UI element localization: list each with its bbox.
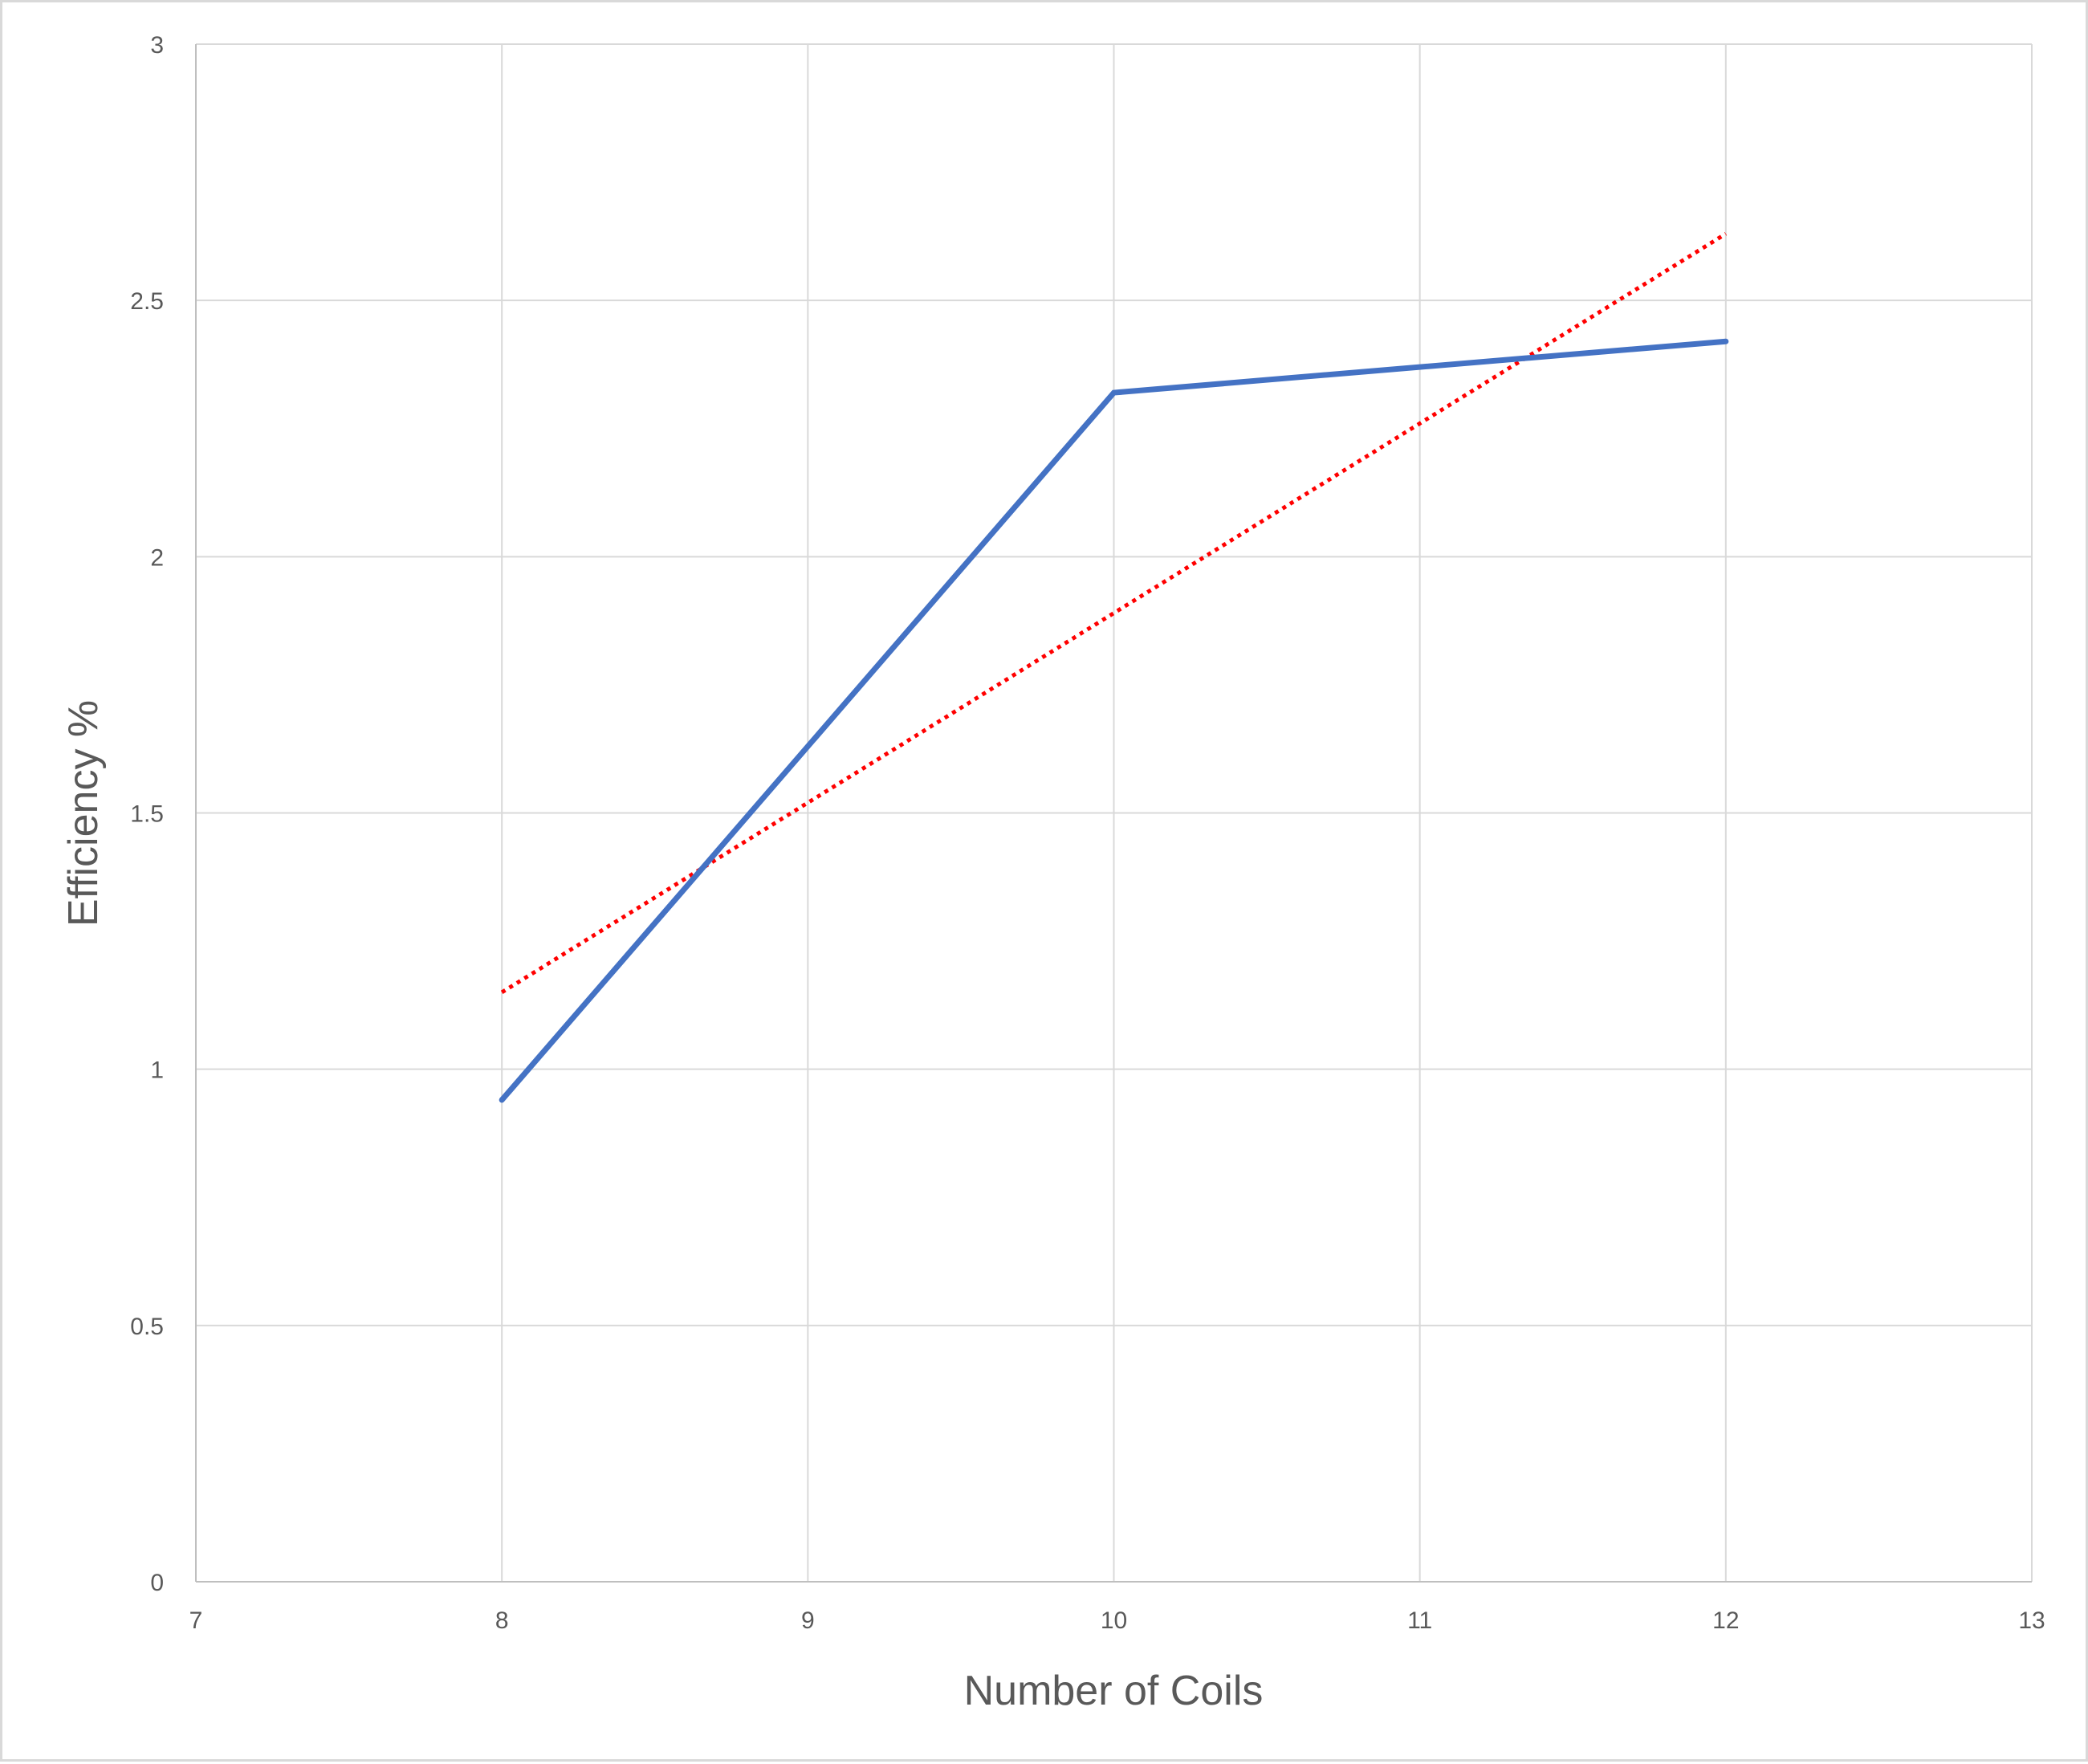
gridlines [196,44,2032,1582]
x-tick-label: 10 [1101,1607,1127,1634]
x-tick-label: 8 [495,1607,509,1634]
x-axis-title: Number of Coils [964,1668,1264,1714]
x-tick-label: 12 [1712,1607,1739,1634]
y-tick-label: 1.5 [130,801,164,828]
x-tick-label: 11 [1407,1607,1432,1634]
y-tick-label: 0 [150,1570,164,1596]
y-axis-title: Efficiency % [60,700,107,927]
y-tick-label: 2.5 [130,288,164,315]
x-tick-label: 7 [189,1607,203,1634]
x-tick-label: 13 [2018,1607,2045,1634]
y-tick-label: 0.5 [130,1314,164,1340]
tick-labels: 7 8 9 10 11 12 13 0 0.5 1 1.5 2 2.5 3 [130,32,2045,1634]
y-tick-label: 1 [150,1057,164,1084]
y-tick-label: 3 [150,32,164,59]
y-tick-label: 2 [150,544,164,571]
x-tick-label: 9 [801,1607,815,1634]
